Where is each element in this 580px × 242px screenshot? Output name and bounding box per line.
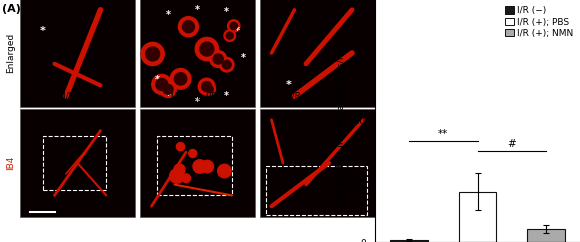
- Circle shape: [226, 32, 233, 39]
- Bar: [459, 192, 496, 242]
- Circle shape: [182, 174, 190, 183]
- Text: *: *: [224, 7, 229, 17]
- Circle shape: [171, 68, 191, 89]
- Circle shape: [202, 82, 212, 92]
- Circle shape: [175, 73, 187, 85]
- Circle shape: [174, 164, 185, 175]
- Legend: I/R (−), I/R (+); PBS, I/R (+); NMN: I/R (−), I/R (+); PBS, I/R (+); NMN: [503, 5, 575, 40]
- Text: *: *: [286, 80, 292, 91]
- Circle shape: [169, 169, 184, 183]
- Circle shape: [198, 78, 215, 95]
- FancyBboxPatch shape: [20, 0, 135, 107]
- Circle shape: [193, 160, 206, 173]
- Text: *: *: [241, 53, 246, 63]
- Text: *: *: [195, 5, 200, 15]
- FancyBboxPatch shape: [260, 109, 375, 217]
- Bar: [390, 240, 428, 242]
- Circle shape: [188, 150, 197, 158]
- Circle shape: [201, 160, 213, 173]
- Circle shape: [210, 51, 227, 68]
- Circle shape: [141, 42, 164, 66]
- Circle shape: [152, 75, 172, 94]
- Circle shape: [146, 47, 160, 61]
- Text: *: *: [166, 10, 171, 20]
- FancyBboxPatch shape: [140, 109, 255, 217]
- Bar: [527, 229, 564, 242]
- Circle shape: [156, 78, 168, 91]
- Text: *: *: [224, 91, 229, 101]
- Text: *: *: [40, 26, 46, 36]
- Text: (A): (A): [2, 4, 21, 14]
- Text: *: *: [155, 75, 160, 85]
- Circle shape: [213, 54, 223, 64]
- Circle shape: [218, 164, 231, 178]
- Circle shape: [179, 17, 198, 37]
- FancyBboxPatch shape: [20, 109, 135, 217]
- Text: *: *: [166, 91, 171, 101]
- Circle shape: [176, 143, 184, 151]
- Circle shape: [220, 58, 234, 72]
- Text: Enlarged: Enlarged: [6, 33, 15, 73]
- Text: #: #: [508, 139, 516, 149]
- Circle shape: [163, 84, 173, 94]
- Text: I/R (−): I/R (−): [63, 92, 92, 101]
- Circle shape: [224, 30, 235, 41]
- Circle shape: [183, 21, 194, 33]
- Y-axis label: IB4-positive inflammatory cells/field: IB4-positive inflammatory cells/field: [337, 39, 346, 203]
- Circle shape: [227, 20, 240, 32]
- Circle shape: [230, 22, 237, 30]
- Circle shape: [206, 86, 213, 93]
- FancyBboxPatch shape: [260, 0, 375, 107]
- Circle shape: [204, 83, 216, 95]
- Text: *: *: [195, 97, 200, 106]
- Circle shape: [160, 81, 176, 98]
- Text: I/R (+); PBS: I/R (+); PBS: [172, 92, 223, 101]
- Text: I/R (+); NMN: I/R (+); NMN: [289, 92, 346, 101]
- Text: **: **: [438, 129, 448, 139]
- Circle shape: [223, 60, 231, 69]
- Circle shape: [195, 38, 219, 61]
- Text: IB4: IB4: [6, 156, 15, 170]
- Text: *: *: [149, 48, 154, 58]
- FancyBboxPatch shape: [140, 0, 255, 107]
- Text: *: *: [235, 26, 240, 36]
- Circle shape: [200, 42, 214, 56]
